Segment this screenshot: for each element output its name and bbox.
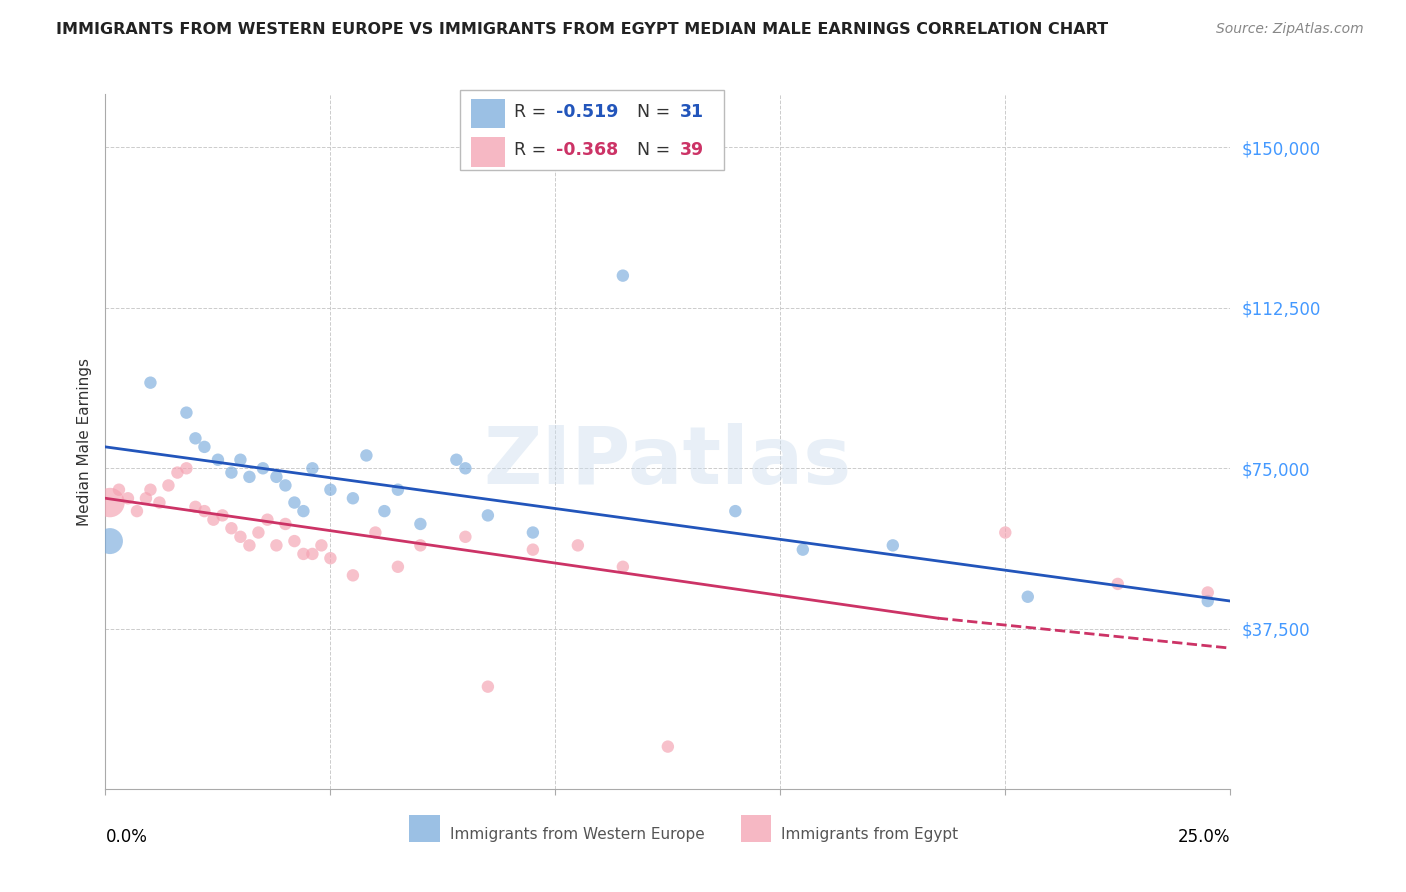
Point (301, 547, 323, 561)
Point (166, 466, 188, 480)
Point (454, 461, 477, 475)
Point (139, 483, 162, 497)
Text: Immigrants from Egypt: Immigrants from Egypt (782, 827, 959, 842)
Point (1017, 590, 1039, 604)
Point (252, 461, 274, 475)
Text: N =: N = (626, 103, 676, 120)
Y-axis label: Median Male Earnings: Median Male Earnings (76, 358, 91, 525)
Point (266, 470, 288, 484)
Text: R =: R = (513, 141, 551, 159)
Point (193, 440, 215, 454)
Point (283, 495, 305, 509)
Point (301, 461, 323, 475)
FancyBboxPatch shape (471, 99, 505, 128)
Point (117, 491, 139, 506)
Point (1197, 594, 1219, 608)
Point (229, 530, 252, 544)
Text: N =: N = (626, 141, 676, 159)
Point (477, 508, 499, 523)
Point (229, 452, 252, 467)
Point (266, 538, 288, 552)
Point (612, 268, 634, 283)
Point (176, 406, 198, 420)
Point (139, 376, 162, 390)
Point (98, 534, 121, 549)
Point (319, 551, 342, 566)
Point (342, 491, 364, 506)
FancyBboxPatch shape (471, 137, 505, 167)
Text: 31: 31 (681, 103, 704, 120)
Text: R =: R = (513, 103, 551, 120)
Point (724, 504, 747, 518)
FancyBboxPatch shape (460, 90, 724, 170)
Point (319, 483, 342, 497)
Point (125, 504, 148, 518)
Point (657, 739, 679, 754)
Point (454, 530, 477, 544)
Point (1197, 585, 1219, 599)
Point (193, 504, 215, 518)
Point (148, 495, 170, 509)
Point (238, 470, 260, 484)
Point (567, 538, 589, 552)
Point (477, 680, 499, 694)
Point (176, 461, 198, 475)
Point (108, 483, 131, 497)
FancyBboxPatch shape (409, 815, 440, 842)
Point (238, 538, 260, 552)
Point (356, 449, 378, 463)
Point (221, 466, 243, 480)
Text: Source: ZipAtlas.com: Source: ZipAtlas.com (1216, 22, 1364, 37)
Point (135, 491, 157, 506)
Point (387, 559, 409, 574)
Point (221, 521, 243, 535)
Text: 0.0%: 0.0% (105, 828, 148, 846)
Text: ZIPatlas: ZIPatlas (484, 424, 852, 501)
Text: IMMIGRANTS FROM WESTERN EUROPE VS IMMIGRANTS FROM EGYPT MEDIAN MALE EARNINGS COR: IMMIGRANTS FROM WESTERN EUROPE VS IMMIGR… (56, 22, 1108, 37)
Point (202, 513, 225, 527)
Point (522, 525, 544, 540)
Point (247, 525, 270, 540)
Point (274, 478, 297, 492)
Point (373, 504, 395, 518)
Text: -0.519: -0.519 (557, 103, 619, 120)
Point (157, 478, 180, 492)
Point (522, 542, 544, 557)
Point (612, 559, 634, 574)
Point (387, 483, 409, 497)
FancyBboxPatch shape (741, 815, 772, 842)
Point (364, 525, 387, 540)
Point (283, 534, 305, 549)
Text: -0.368: -0.368 (557, 141, 619, 159)
Point (792, 542, 814, 557)
Point (207, 452, 229, 467)
Point (446, 452, 468, 467)
Point (882, 538, 904, 552)
Text: 39: 39 (681, 141, 704, 159)
Point (1107, 577, 1129, 591)
Point (98, 495, 121, 509)
Point (311, 538, 333, 552)
Point (292, 547, 315, 561)
Point (409, 516, 432, 531)
Point (292, 504, 315, 518)
Point (211, 508, 233, 523)
Text: 25.0%: 25.0% (1178, 828, 1230, 846)
Point (342, 568, 364, 582)
Point (274, 516, 297, 531)
Point (409, 538, 432, 552)
Point (184, 500, 207, 514)
Point (994, 525, 1017, 540)
Point (184, 431, 207, 445)
Point (256, 513, 278, 527)
Text: Immigrants from Western Europe: Immigrants from Western Europe (450, 827, 704, 842)
